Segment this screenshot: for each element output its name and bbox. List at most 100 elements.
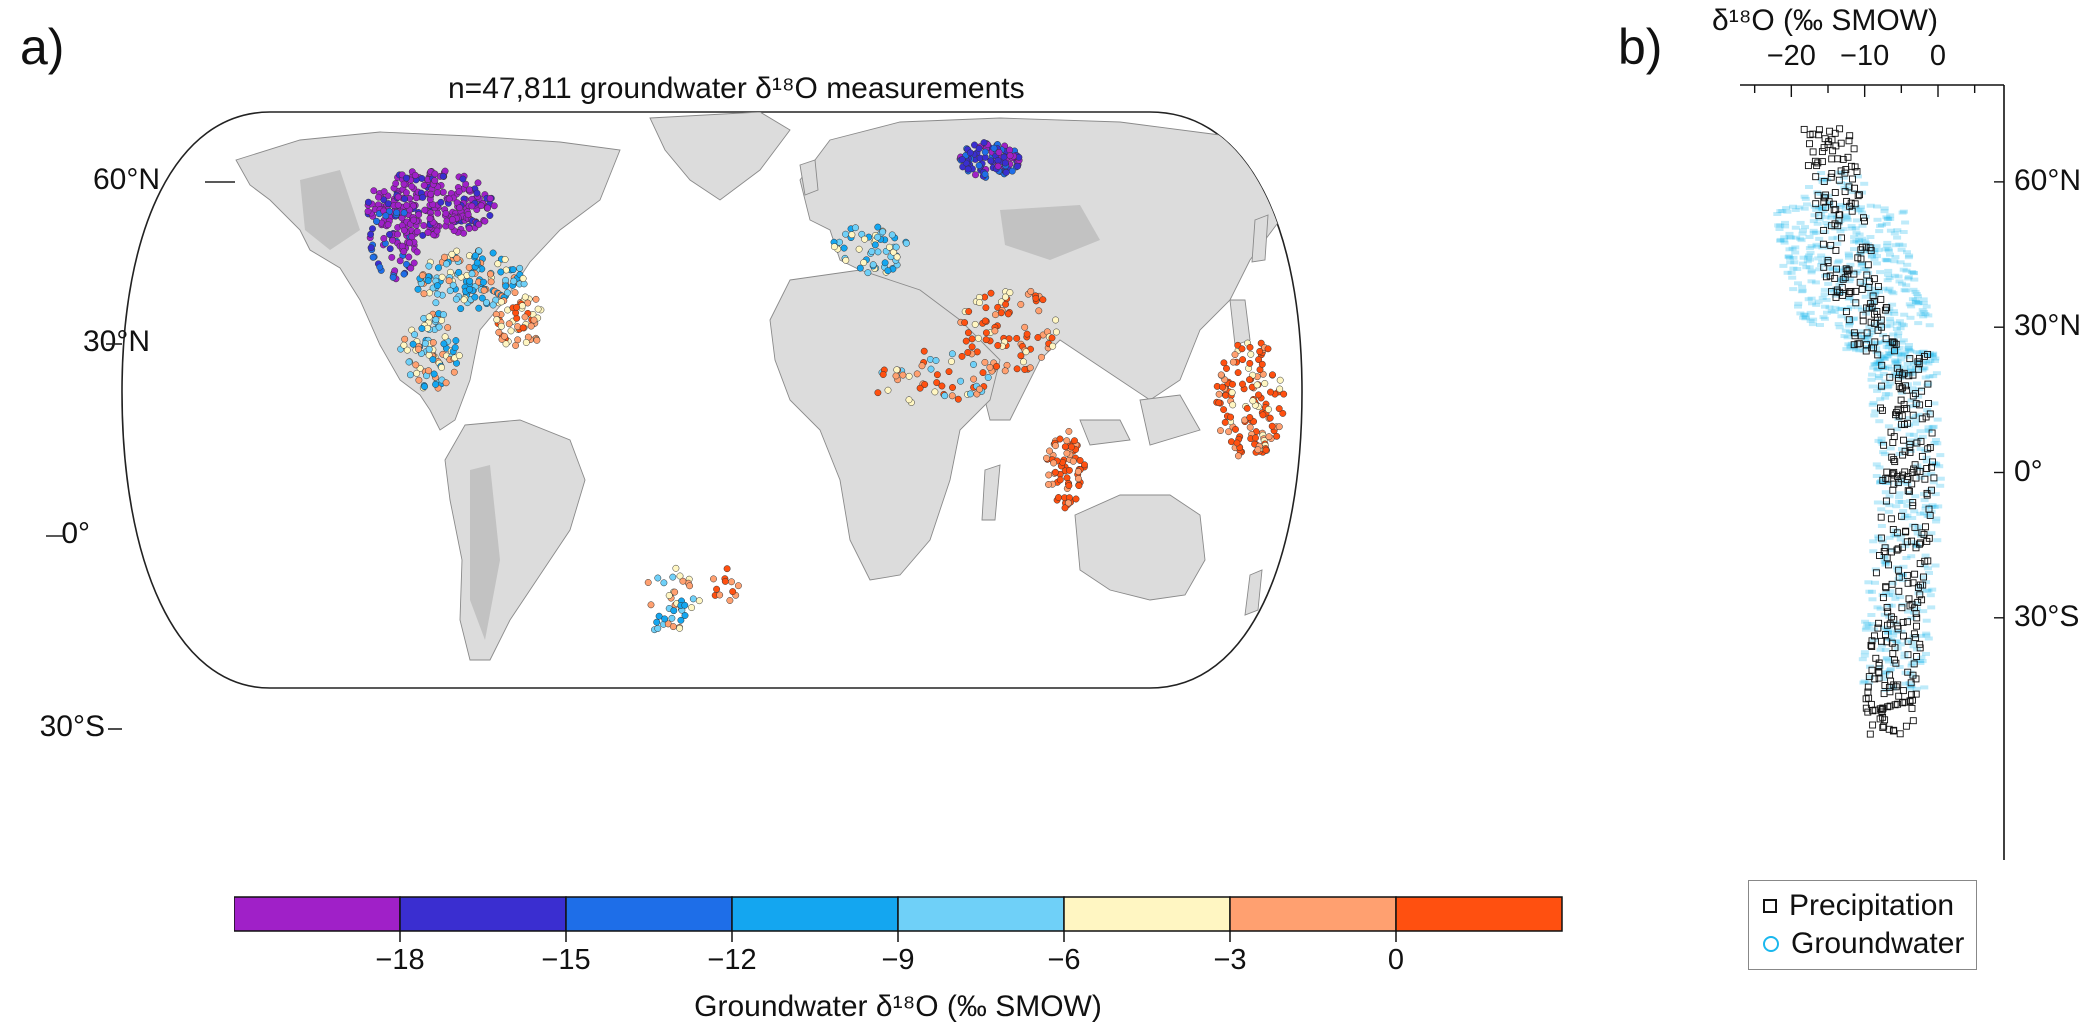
- precipitation-point: [1907, 679, 1915, 687]
- groundwater-sample-dot: [1076, 457, 1084, 464]
- y-tick-label: 30°N: [2014, 309, 2082, 343]
- precipitation-point: [1832, 246, 1840, 254]
- groundwater-point: [1873, 254, 1881, 259]
- groundwater-sample-dot: [430, 370, 438, 378]
- groundwater-point: [1907, 304, 1916, 309]
- precipitation-point: [1815, 126, 1823, 134]
- precipitation-point: [1865, 694, 1873, 702]
- groundwater-point: [1812, 302, 1821, 307]
- precipitation-point: [1925, 400, 1932, 407]
- groundwater-sample-dot: [1279, 409, 1287, 417]
- groundwater-sample-dot: [1075, 482, 1083, 490]
- precipitation-point: [1904, 579, 1912, 587]
- precipitation-point: [1856, 278, 1864, 286]
- groundwater-point: [1866, 664, 1874, 669]
- groundwater-sample-dot: [972, 171, 979, 179]
- groundwater-sample-dot: [524, 299, 532, 307]
- groundwater-point: [1899, 267, 1908, 272]
- groundwater-sample-dot: [970, 361, 977, 368]
- groundwater-point: [1891, 359, 1900, 364]
- precipitation-point: [1859, 317, 1867, 325]
- groundwater-point: [1885, 603, 1893, 608]
- groundwater-point: [1867, 330, 1876, 335]
- groundwater-point: [1820, 287, 1829, 292]
- groundwater-sample-dot: [453, 254, 461, 262]
- groundwater-point: [1828, 213, 1837, 218]
- groundwater-sample-dot: [1268, 422, 1276, 430]
- groundwater-point: [1850, 239, 1859, 244]
- groundwater-point: [1876, 359, 1885, 364]
- groundwater-point: [1850, 235, 1859, 240]
- groundwater-point: [1884, 216, 1893, 221]
- groundwater-point: [1834, 268, 1843, 273]
- precipitation-point: [1845, 266, 1853, 274]
- groundwater-sample-dot: [975, 162, 983, 169]
- groundwater-sample-dot: [433, 189, 441, 197]
- groundwater-point: [1860, 238, 1869, 243]
- groundwater-point: [1897, 500, 1906, 504]
- groundwater-point: [1933, 441, 1942, 446]
- groundwater-sample-dot: [931, 388, 939, 396]
- groundwater-point: [1914, 591, 1923, 596]
- groundwater-point: [1900, 655, 1909, 660]
- groundwater-point: [1922, 359, 1931, 364]
- precipitation-point: [1812, 173, 1820, 181]
- groundwater-sample-dot: [980, 139, 988, 147]
- groundwater-sample-dot: [489, 301, 497, 309]
- groundwater-point: [1918, 368, 1927, 373]
- precipitation-point: [1818, 148, 1826, 156]
- groundwater-sample-dot: [661, 615, 669, 623]
- groundwater-sample-dot: [1264, 345, 1272, 353]
- groundwater-sample-dot: [1017, 300, 1025, 308]
- groundwater-point: [1893, 372, 1902, 377]
- groundwater-point: [1837, 203, 1846, 207]
- groundwater-point: [1881, 247, 1890, 252]
- groundwater-sample-dot: [995, 148, 1003, 156]
- precipitation-point: [1875, 662, 1883, 669]
- groundwater-point: [1897, 390, 1906, 395]
- groundwater-point: [1902, 283, 1911, 288]
- groundwater-point: [1873, 500, 1882, 505]
- precipitation-point: [1919, 581, 1927, 589]
- precipitation-point: [1889, 727, 1897, 735]
- groundwater-point: [1831, 305, 1840, 310]
- panel-a-label: a): [20, 19, 65, 75]
- groundwater-sample-dot: [489, 249, 497, 257]
- groundwater-sample-dot: [965, 308, 973, 315]
- groundwater-sample-dot: [1064, 499, 1072, 507]
- groundwater-sample-dot: [432, 380, 440, 388]
- groundwater-point: [1875, 352, 1884, 357]
- precipitation-point: [1894, 700, 1902, 708]
- groundwater-sample-dot: [413, 248, 421, 256]
- groundwater-sample-dot: [444, 324, 452, 332]
- groundwater-point: [1919, 349, 1928, 354]
- groundwater-sample-dot: [1068, 443, 1075, 451]
- precipitation-point: [1906, 487, 1913, 495]
- lat-label-30s: 30°S: [39, 710, 105, 743]
- precipitation-point: [1878, 323, 1885, 331]
- groundwater-point: [1932, 519, 1941, 524]
- groundwater-point: [1906, 438, 1915, 443]
- groundwater-point: [1881, 648, 1890, 652]
- groundwater-point: [1873, 367, 1882, 372]
- precipitation-point: [1900, 436, 1907, 444]
- groundwater-point: [1893, 629, 1902, 634]
- groundwater-sample-dot: [447, 223, 455, 231]
- precipitation-point: [1898, 384, 1906, 392]
- groundwater-sample-dot: [1259, 411, 1267, 419]
- groundwater-point: [1881, 670, 1890, 675]
- precipitation-point: [1916, 540, 1923, 548]
- groundwater-point: [1875, 465, 1884, 470]
- precipitation-point: [1820, 226, 1828, 234]
- groundwater-sample-dot: [884, 267, 892, 275]
- groundwater-sample-dot: [1061, 443, 1069, 451]
- groundwater-point: [1891, 528, 1900, 533]
- groundwater-point: [1881, 544, 1890, 549]
- groundwater-point: [1877, 340, 1886, 345]
- groundwater-point: [1875, 318, 1884, 323]
- precipitation-point: [1926, 511, 1934, 519]
- groundwater-point: [1918, 308, 1927, 313]
- groundwater-sample-dot: [974, 334, 982, 342]
- precipitation-point: [1893, 364, 1901, 372]
- groundwater-point: [1893, 228, 1902, 233]
